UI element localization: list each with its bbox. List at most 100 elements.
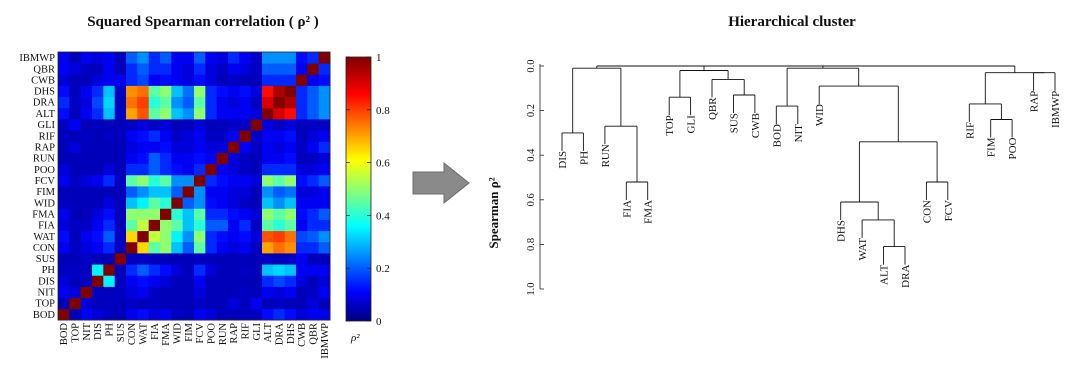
heatmap-cell-wat-top <box>69 230 82 243</box>
heatmap-x-label-qbr: QBR <box>309 323 320 345</box>
heatmap-cell-alt-ph <box>103 107 116 120</box>
heatmap-cell-fim-fia <box>148 186 161 198</box>
heatmap-cell-fma-top <box>69 208 82 220</box>
heatmap-cell-poo-alt <box>262 163 274 176</box>
heatmap-cell-alt-dhs <box>284 107 297 120</box>
heatmap-cell-run-bod <box>58 152 70 165</box>
heatmap-cell-con-ph <box>103 241 116 254</box>
heatmap-cell-nit-sus <box>114 286 127 299</box>
heatmap-cell-cwb-fim <box>182 74 195 86</box>
dendrogram-leaf-bod: BOD <box>771 124 783 147</box>
heatmap-cell-bod-nit <box>80 308 93 321</box>
heatmap-cell-nit-ibmwp <box>318 286 331 299</box>
heatmap-cell-nit-fia <box>148 286 161 299</box>
heatmap-cell-qbr-alt <box>262 63 274 75</box>
heatmap-cell-dhs-fma <box>160 85 172 98</box>
heatmap-cell-rif-rif <box>239 130 252 142</box>
heatmap-x-labels: BOD TOP NIT DIS PH SUS CON WAT FIA FMA WID FIM FCV PO… <box>59 322 331 358</box>
heatmap-y-label-alt: ALT <box>36 109 56 120</box>
heatmap-cell-bod-bod <box>58 308 70 321</box>
heatmap-cell-ph-dhs <box>284 264 297 276</box>
heatmap-cell-qbr-top <box>69 63 82 75</box>
heatmap-cell-ph-dis <box>92 264 104 276</box>
heatmap-cell-dra-wid <box>171 96 184 109</box>
heatmap-cell-cwb-dis <box>92 74 104 86</box>
heatmap-cell-ibmwp-bod <box>58 52 70 64</box>
heatmap-cell-con-alt <box>262 241 274 254</box>
heatmap-cell-bod-fcv <box>194 308 206 321</box>
heatmap-cell-gli-bod <box>58 119 70 131</box>
heatmap-x-label-wid: WID <box>173 323 184 344</box>
heatmap-cell-run-fia <box>148 152 161 165</box>
heatmap-cell-fma-wat <box>137 208 150 220</box>
heatmap-cell-nit-rap <box>228 286 240 299</box>
heatmap-cell-gli-alt <box>262 119 274 131</box>
heatmap-cell-alt-bod <box>58 107 70 120</box>
heatmap-cell-con-bod <box>58 241 70 254</box>
heatmap-cell-fma-fim <box>182 208 195 220</box>
heatmap-cell-bod-wid <box>171 308 184 321</box>
heatmap-cell-rif-qbr <box>307 130 320 142</box>
heatmap-cell-fim-rif <box>239 186 252 198</box>
heatmap-cell-poo-dra <box>273 163 286 176</box>
heatmap-cell-rap-qbr <box>307 141 320 153</box>
heatmap-cell-con-fcv <box>194 241 206 254</box>
heatmap-cell-rif-fia <box>148 130 161 142</box>
heatmap-cell-rap-fcv <box>194 141 206 153</box>
heatmap-cell-gli-wid <box>171 119 184 131</box>
heatmap-cell-qbr-dis <box>92 63 104 75</box>
heatmap-cell-ibmwp-nit <box>80 52 93 64</box>
heatmap-cell-top-qbr <box>307 297 320 310</box>
heatmap-cell-fim-fcv <box>194 186 206 198</box>
heatmap-cell-top-gli <box>250 297 263 310</box>
dendrogram-leaf-run: RUN <box>600 144 612 167</box>
heatmap-cell-run-ph <box>103 152 116 165</box>
heatmap-cell-dis-bod <box>58 275 70 287</box>
heatmap-cell-gli-dhs <box>284 119 297 131</box>
heatmap-cell-dis-dra <box>273 275 286 287</box>
heatmap-cell-sus-bod <box>58 253 70 265</box>
colorbar-ticks: 0 0.2 0.4 0.6 0.8 1 <box>346 52 390 328</box>
heatmap-cell-ph-cwb <box>296 264 308 276</box>
heatmap-cell-wid-ibmwp <box>318 197 331 209</box>
heatmap-cell-fcv-fia <box>148 174 161 187</box>
arrow-icon <box>412 161 470 205</box>
heatmap-cell-gli-fia <box>148 119 161 131</box>
heatmap-cell-fia-dis <box>92 219 104 232</box>
heatmap-cell-rap-top <box>69 141 82 153</box>
heatmap-cell-wid-gli <box>250 197 263 209</box>
heatmap-cell-poo-run <box>216 163 229 176</box>
heatmap-y-label-rap: RAP <box>35 142 56 153</box>
heatmap-cell-dhs-run <box>216 85 229 98</box>
heatmap-cell-sus-alt <box>262 253 274 265</box>
heatmap-cell-sus-sus <box>114 253 127 265</box>
heatmap-cell-run-fma <box>160 152 172 165</box>
heatmap-cell-wid-rif <box>239 197 252 209</box>
heatmap-cell-fia-wat <box>137 219 150 232</box>
heatmap-y-label-wid: WID <box>34 198 55 209</box>
heatmap-cell-wat-dhs <box>284 230 297 243</box>
heatmap-x-label-poo: POO <box>207 323 218 344</box>
heatmap-cell-dhs-fcv <box>194 85 206 98</box>
heatmap-cell-con-fim <box>182 241 195 254</box>
heatmap-cell-fim-dis <box>92 186 104 198</box>
heatmap-cell-sus-top <box>69 253 82 265</box>
heatmap-x-label-fma: FMA <box>161 323 172 346</box>
dendrogram-y-tick-label: 0.8 <box>526 238 537 251</box>
heatmap-cell-gli-dra <box>273 119 286 131</box>
heatmap-cell-ibmwp-rap <box>228 52 240 64</box>
heatmap-cell-bod-alt <box>262 308 274 321</box>
heatmap-cell-bod-gli <box>250 308 263 321</box>
heatmap-cell-alt-con <box>126 107 138 120</box>
heatmap-cell-wid-qbr <box>307 197 320 209</box>
heatmap-cell-run-con <box>126 152 138 165</box>
heatmap-cell-wid-cwb <box>296 197 308 209</box>
heatmap-cell-nit-ph <box>103 286 116 299</box>
heatmap-cell-dhs-rap <box>228 85 240 98</box>
heatmap-cell-ibmwp-run <box>216 52 229 64</box>
heatmap-cell-ph-bod <box>58 264 70 276</box>
heatmap-cell-dra-top <box>69 96 82 109</box>
heatmap-cell-bod-qbr <box>307 308 320 321</box>
heatmap-cell-con-wid <box>171 241 184 254</box>
heatmap-cell-rap-bod <box>58 141 70 153</box>
